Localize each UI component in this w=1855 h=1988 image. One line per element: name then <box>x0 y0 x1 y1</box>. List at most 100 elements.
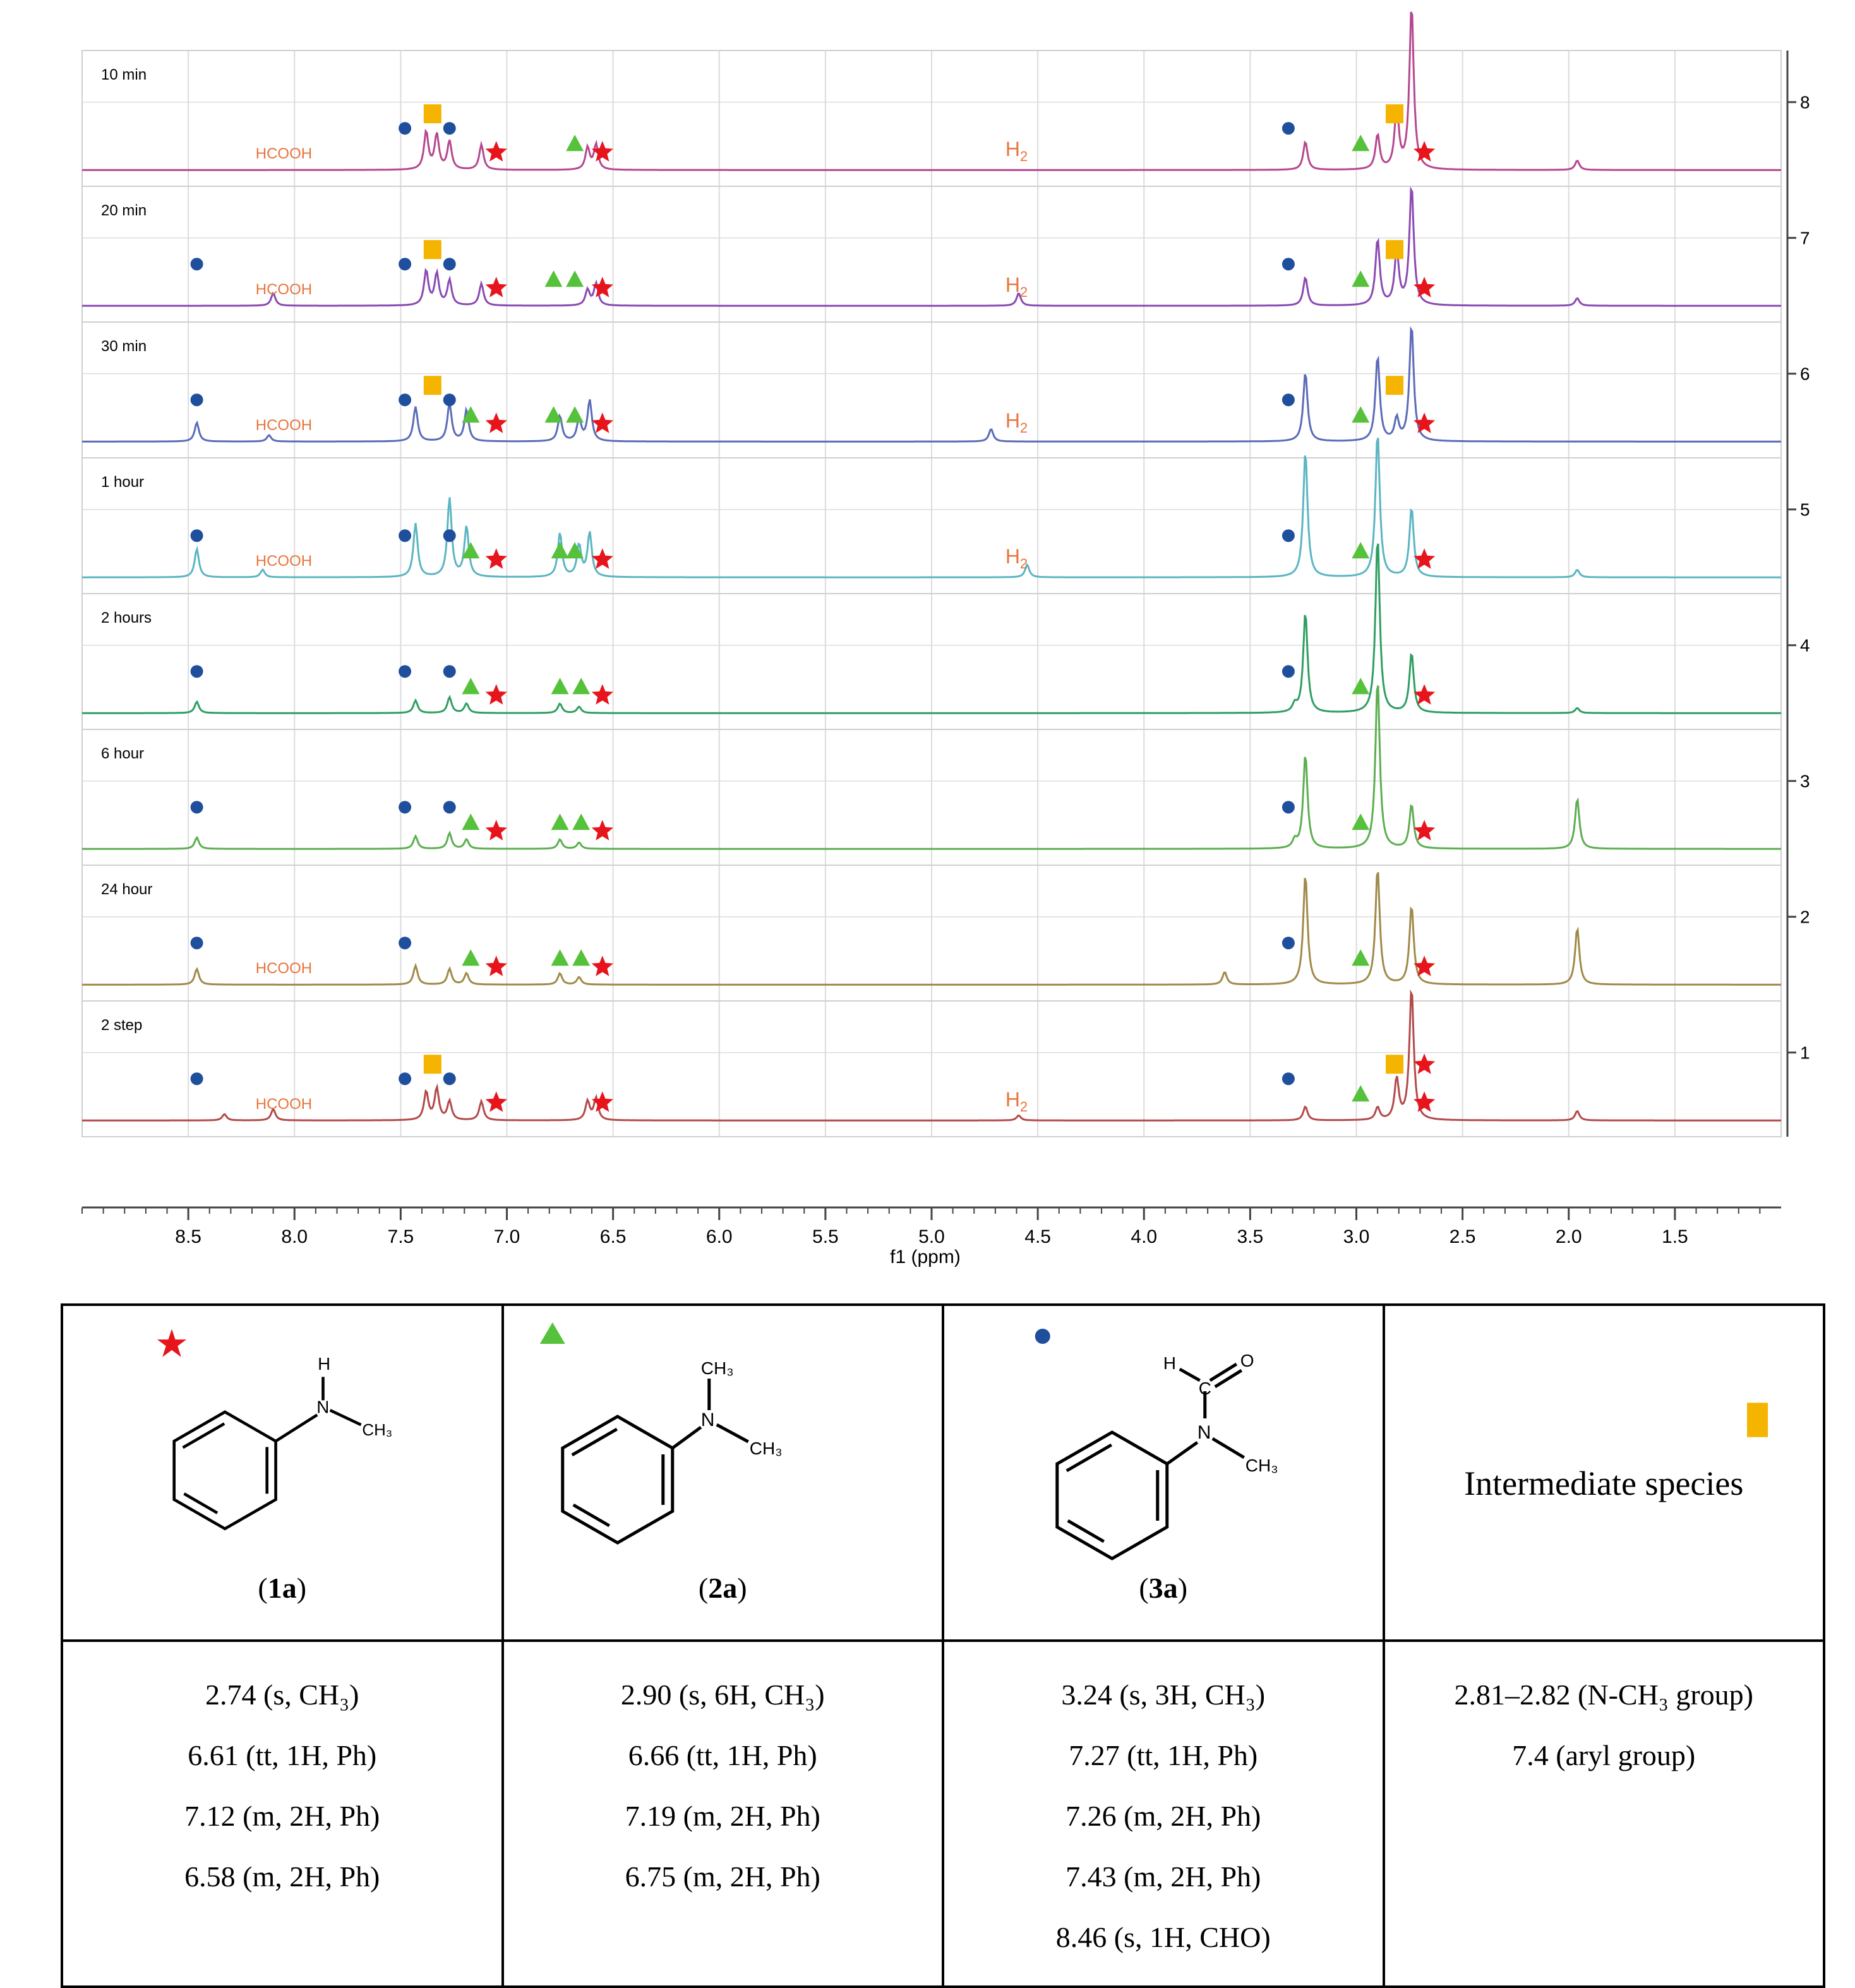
atom-n: N <box>1198 1422 1211 1443</box>
triangle-marker <box>539 1322 565 1344</box>
triangle-marker <box>1352 135 1370 152</box>
structure-1a: H N CH₃ <box>157 1329 392 1531</box>
dot-marker <box>190 801 203 814</box>
structure-cell-3a: H C O N CH₃ (3a) <box>942 1303 1385 1642</box>
star-marker <box>485 955 507 976</box>
bond <box>1166 1440 1199 1466</box>
intermediate-marker-box <box>1746 1403 1768 1437</box>
triangle-marker <box>1352 270 1370 287</box>
trace-label: 2 step <box>101 1017 142 1034</box>
shift-line: 7.19 (m, 2H, Ph) <box>625 1800 820 1832</box>
triangle-marker <box>462 813 480 830</box>
star-marker <box>591 548 613 569</box>
square-marker <box>1386 1055 1404 1074</box>
star-marker <box>591 1091 613 1112</box>
dot-marker <box>190 665 203 678</box>
triangle-marker <box>566 270 584 287</box>
bond <box>716 1423 749 1444</box>
spectrum-line <box>82 186 1781 307</box>
triangle-marker <box>572 678 591 695</box>
spectrum-trace: 1 hour HCOOH H2 <box>82 438 1781 578</box>
y-tick-label: 7 <box>1800 229 1810 248</box>
intermediate-species-label: Intermediate species <box>1464 1464 1744 1502</box>
bond <box>1179 1367 1201 1382</box>
dot-marker <box>443 665 456 678</box>
shift-line: 2.81–2.82 (N-CH₃ group) <box>1454 1679 1753 1711</box>
shifts-cell-intermediate: 2.81–2.82 (N-CH₃ group) 7.4 (aryl group) <box>1382 1639 1825 1988</box>
triangle-marker <box>1352 678 1370 695</box>
dot-marker <box>443 529 456 542</box>
triangle-marker <box>1352 406 1370 423</box>
square-marker <box>423 104 441 124</box>
ring-double-bonds <box>182 1422 269 1514</box>
x-tick-label: 7.0 <box>494 1226 520 1247</box>
x-tick-label: 6.5 <box>600 1226 627 1247</box>
hcooh-label: HCOOH <box>256 281 312 298</box>
shift-line: 2.74 (s, CH₃) <box>205 1679 359 1711</box>
dot-marker <box>443 801 456 814</box>
x-tick-label: 2.5 <box>1450 1226 1476 1247</box>
y-tick-label: 4 <box>1800 636 1810 656</box>
dot-marker <box>190 937 203 950</box>
spectrum-trace: 30 min HCOOH H2 <box>82 321 1781 443</box>
star-marker <box>591 684 613 705</box>
shift-line: 7.26 (m, 2H, Ph) <box>1066 1800 1261 1832</box>
star-marker <box>591 820 613 841</box>
shifts-cell-1a: 2.74 (s, CH₃) 6.61 (tt, 1H, Ph) 7.12 (m,… <box>61 1639 504 1988</box>
y-tick-label: 1 <box>1800 1043 1810 1063</box>
star-marker <box>1414 684 1436 705</box>
dot-marker <box>1282 665 1295 678</box>
triangle-marker <box>566 542 584 559</box>
dot-marker <box>190 258 203 271</box>
star-marker <box>485 1091 507 1112</box>
compound-label-3a: (3a) <box>1139 1572 1188 1604</box>
triangle-marker <box>462 949 480 966</box>
spectrum-trace: 6 hour <box>82 685 1781 850</box>
shift-line: 6.75 (m, 2H, Ph) <box>625 1860 820 1893</box>
square-marker <box>1386 104 1404 124</box>
star-marker <box>485 684 507 705</box>
x-tick-label: 4.0 <box>1131 1226 1157 1247</box>
dot-marker <box>190 393 203 407</box>
star-marker <box>485 277 507 297</box>
triangle-marker <box>544 270 563 287</box>
bond <box>329 1408 362 1427</box>
triangle-marker <box>462 542 480 559</box>
shift-line: 3.24 (s, 3H, CH₃) <box>1061 1679 1266 1711</box>
x-tick-label: 6.0 <box>706 1226 733 1247</box>
h2-label: H2 <box>1006 138 1028 164</box>
trace-label: 1 hour <box>101 474 144 491</box>
x-tick-label: 8.5 <box>175 1226 201 1247</box>
y-tick-label: 2 <box>1800 907 1810 927</box>
star-marker <box>1414 955 1436 976</box>
atom-ch3: CH₃ <box>362 1422 392 1439</box>
square-marker <box>1386 376 1404 395</box>
square-marker <box>1746 1403 1768 1437</box>
atom-o: O <box>1240 1351 1254 1370</box>
spectrum-trace: 24 hour HCOOH <box>82 865 1781 986</box>
shift-line: 6.66 (tt, 1H, Ph) <box>628 1739 817 1771</box>
dot-marker <box>1035 1329 1050 1344</box>
star-marker <box>1414 277 1436 297</box>
dot-marker <box>399 665 412 678</box>
compound-legend-table: H N CH₃ (1a) CH₃ N CH₃ <box>61 1303 1825 1988</box>
triangle-marker <box>544 406 563 423</box>
shift-line: 6.61 (tt, 1H, Ph) <box>188 1739 377 1771</box>
compound-label-2a: (2a) <box>698 1572 747 1604</box>
star-marker <box>1414 548 1436 569</box>
triangle-marker <box>551 678 569 695</box>
h2-label: H2 <box>1006 409 1028 436</box>
shift-line: 7.27 (tt, 1H, Ph) <box>1069 1739 1258 1771</box>
triangle-marker <box>572 949 591 966</box>
star-marker <box>485 820 507 841</box>
star-marker <box>591 277 613 297</box>
y-tick-label: 5 <box>1800 500 1810 520</box>
dot-marker <box>399 529 412 542</box>
dot-marker <box>399 258 412 271</box>
triangle-marker <box>1352 949 1370 966</box>
dot-marker <box>399 122 412 135</box>
dot-marker <box>443 1072 456 1086</box>
spectrum-line <box>82 11 1781 171</box>
